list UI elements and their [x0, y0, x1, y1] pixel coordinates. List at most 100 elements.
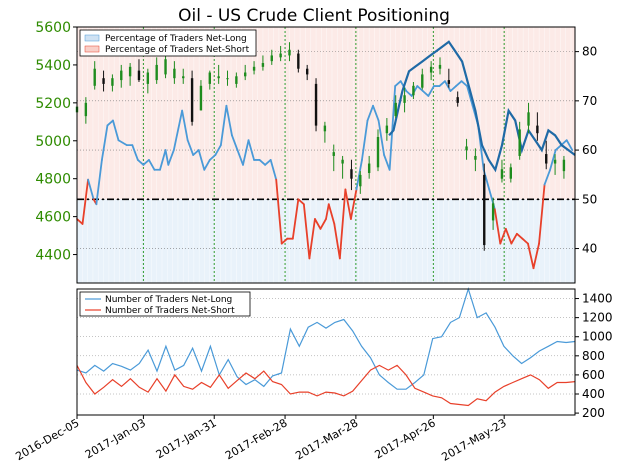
x-tick-label: 2017-Apr-26 — [372, 416, 437, 461]
candle-body — [429, 66, 433, 73]
candle-body — [279, 53, 282, 58]
right-tick-label: 800 — [582, 349, 605, 363]
pct-long-segment — [319, 218, 327, 230]
pct-long-segment — [280, 237, 289, 245]
left-tick-label: 5600 — [35, 20, 71, 36]
right-tick-label: 1400 — [582, 292, 613, 306]
candle-body — [164, 59, 167, 75]
pct-long-segment — [427, 85, 435, 97]
trader-count-panel: 200 400 600 800 1000 1200 1400 Number of Trader… — [76, 286, 613, 420]
legend-box — [79, 291, 251, 317]
candle-body — [553, 159, 557, 164]
pct-long-segment — [101, 124, 109, 161]
left-tick-label: 5200 — [35, 96, 71, 112]
x-tick-label: 2017-May-23 — [439, 416, 508, 464]
pct-long-segment — [242, 139, 250, 166]
candle-body — [199, 85, 203, 111]
net-short-count-line — [76, 364, 576, 407]
candle-body — [217, 76, 220, 79]
candle-body — [500, 169, 504, 179]
pct-long-segment — [269, 159, 278, 181]
candle-body — [137, 70, 141, 81]
candle-body — [208, 72, 211, 84]
candle-body — [483, 174, 486, 246]
net-long-count-line — [76, 286, 576, 390]
candle-body — [252, 66, 256, 71]
pct-long-segment — [338, 188, 347, 260]
bottom-frame — [76, 288, 576, 416]
candle-body — [102, 78, 105, 84]
pct-long-segment — [164, 149, 170, 166]
candle-body — [332, 152, 335, 156]
candle-body — [261, 63, 265, 67]
candle-body — [456, 97, 459, 103]
pct-long-segment — [106, 119, 114, 127]
pct-long-segment — [438, 80, 446, 87]
candle-body — [182, 76, 185, 79]
candle-body — [474, 155, 477, 160]
pct-long-segment — [131, 144, 139, 161]
pct-long-segment — [81, 178, 89, 225]
chart-title: Oil - US Crude Client Positioning — [178, 6, 450, 26]
pct-long-segment — [366, 104, 374, 122]
right-tick-label: 40 — [582, 242, 597, 256]
pct-long-segment — [208, 154, 217, 161]
candle-body — [244, 72, 247, 77]
candle-body — [350, 169, 353, 179]
candle-body — [491, 203, 495, 221]
pct-long-segment — [344, 188, 352, 220]
pct-long-segment — [219, 104, 228, 147]
candle-body — [536, 125, 539, 134]
pct-long-segment — [327, 203, 336, 225]
pct-long-segment — [361, 119, 369, 161]
pct-long-segment — [543, 168, 551, 186]
candle-body — [270, 55, 273, 62]
pct-long-segment — [527, 242, 535, 270]
candle-body — [323, 125, 327, 132]
x-tick-label: 2017-Jan-31 — [154, 416, 219, 461]
right-tick-label: 200 — [582, 406, 605, 420]
positioning-panel: 4400 4600 4800 5000 5200 5400 5600 40 50 60 70 80 Pe… — [35, 20, 597, 284]
pct-long-segment — [247, 139, 255, 161]
pct-long-segment — [565, 139, 574, 151]
pct-long-segment — [394, 80, 402, 87]
right-tick-label: 70 — [582, 94, 597, 108]
legend-box — [79, 29, 257, 57]
pct-long-segment — [349, 188, 358, 220]
pct-long-segment — [225, 104, 233, 137]
candle-body — [341, 159, 344, 164]
pct-long-segment — [181, 109, 189, 142]
candle-body — [527, 112, 530, 126]
legend-swatch-short — [84, 45, 100, 53]
candle-body — [111, 78, 114, 86]
left-tick-label: 5000 — [35, 134, 71, 150]
right-tick-label: 1200 — [582, 311, 613, 325]
candle-body — [314, 83, 318, 126]
pct-long-segment — [388, 85, 397, 171]
candle-body — [128, 66, 132, 77]
candle-body — [93, 68, 96, 86]
plot-area — [77, 27, 575, 283]
x-axis: 2016-Dec-05 2017-Jan-03 2017-Jan-31 2017-Fe… — [13, 415, 509, 464]
candle-body — [465, 146, 468, 151]
candle-body — [84, 102, 88, 117]
right-tick-label: 1000 — [582, 330, 613, 344]
candle-body — [190, 78, 194, 122]
pct-long-segment — [76, 218, 84, 225]
left-tick-label: 4600 — [35, 210, 71, 226]
candle-body — [173, 68, 176, 79]
x-tick-label: 2017-Feb-28 — [223, 416, 290, 462]
pct-long-segment — [302, 203, 311, 260]
left-tick-label: 4800 — [35, 172, 71, 188]
pct-long-segment — [504, 227, 513, 245]
pct-long-segment — [538, 183, 546, 245]
pct-long-segment — [455, 80, 463, 87]
pct-long-segment — [416, 85, 424, 92]
candle-body — [545, 154, 548, 164]
pct-long-segment — [516, 232, 524, 240]
candle-body — [235, 76, 238, 84]
pct-long-segment — [308, 218, 316, 260]
candle-body — [421, 74, 424, 88]
pct-long-segment — [333, 223, 341, 260]
